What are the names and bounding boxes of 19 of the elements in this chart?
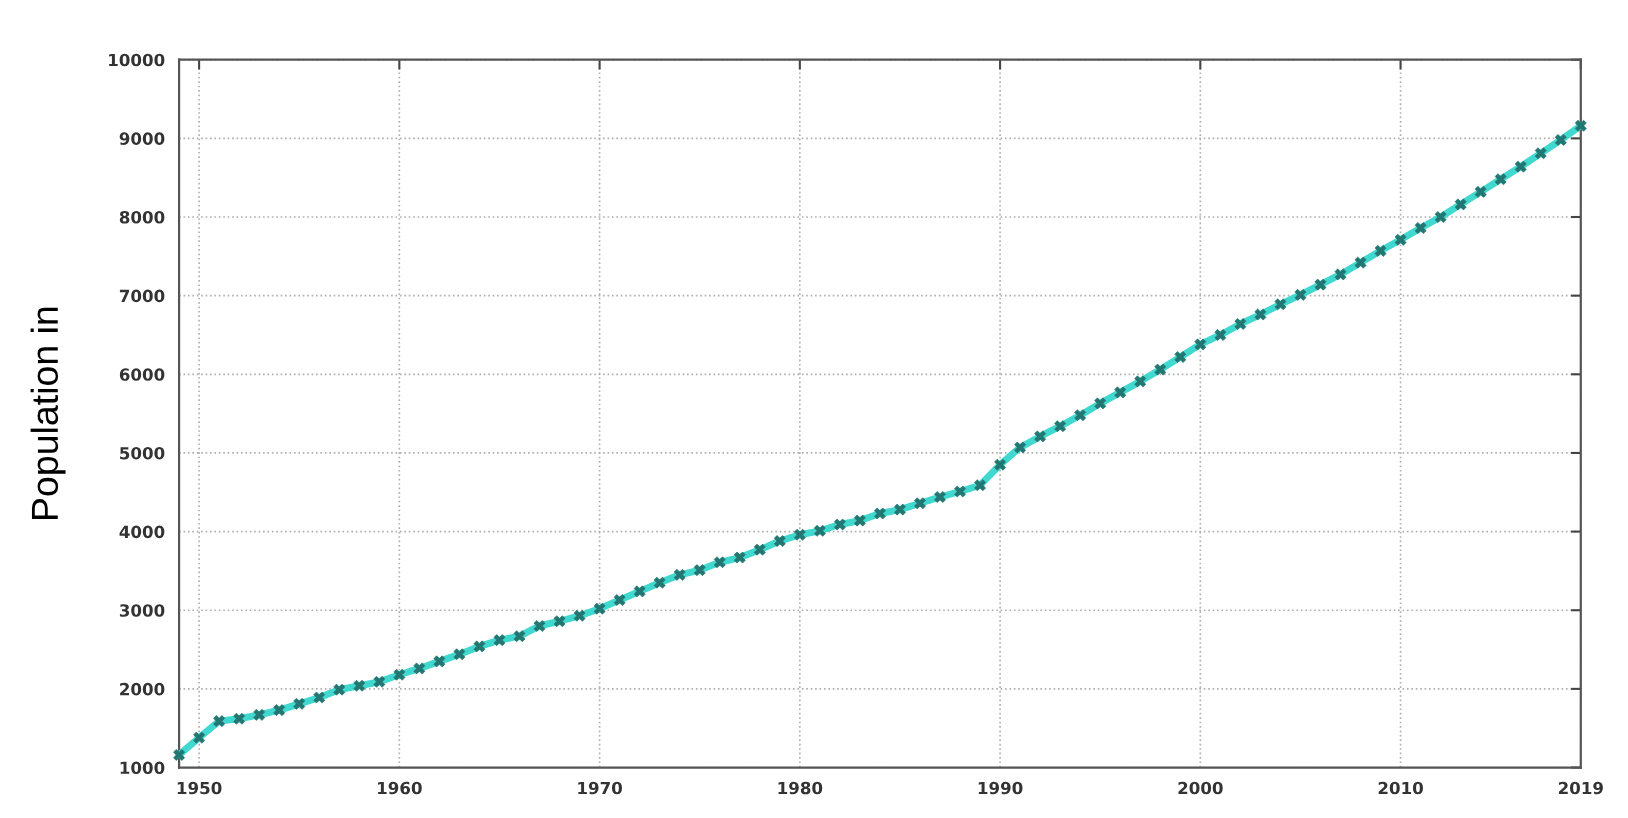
x-tick-label: 1970: [578, 781, 622, 795]
x-tick-label: 2000: [1178, 781, 1223, 795]
y-tick-label: 5000: [120, 446, 165, 460]
x-tick-label: 1990: [978, 781, 1023, 795]
y-tick-label: 9000: [119, 132, 165, 145]
y-tick-label: 4000: [119, 525, 165, 539]
y-tick-label: 8000: [119, 210, 165, 224]
x-tick-label: 1950: [177, 781, 222, 795]
y-tick-label: 3000: [119, 604, 165, 617]
y-tick-label: 10000: [109, 53, 165, 67]
x-tick-label: 1980: [778, 781, 823, 795]
x-tick-label: 1960: [378, 781, 422, 795]
y-tick-label: 2000: [120, 682, 165, 696]
x-tick-label: 2019: [1558, 781, 1603, 795]
x-tick-label: 2010: [1378, 781, 1423, 795]
y-tick-label: 6000: [119, 368, 165, 381]
y-tick-label: 7000: [119, 289, 165, 303]
y-axis-title: Population in: [30, 307, 66, 519]
y-tick-label: 1000: [120, 761, 165, 775]
